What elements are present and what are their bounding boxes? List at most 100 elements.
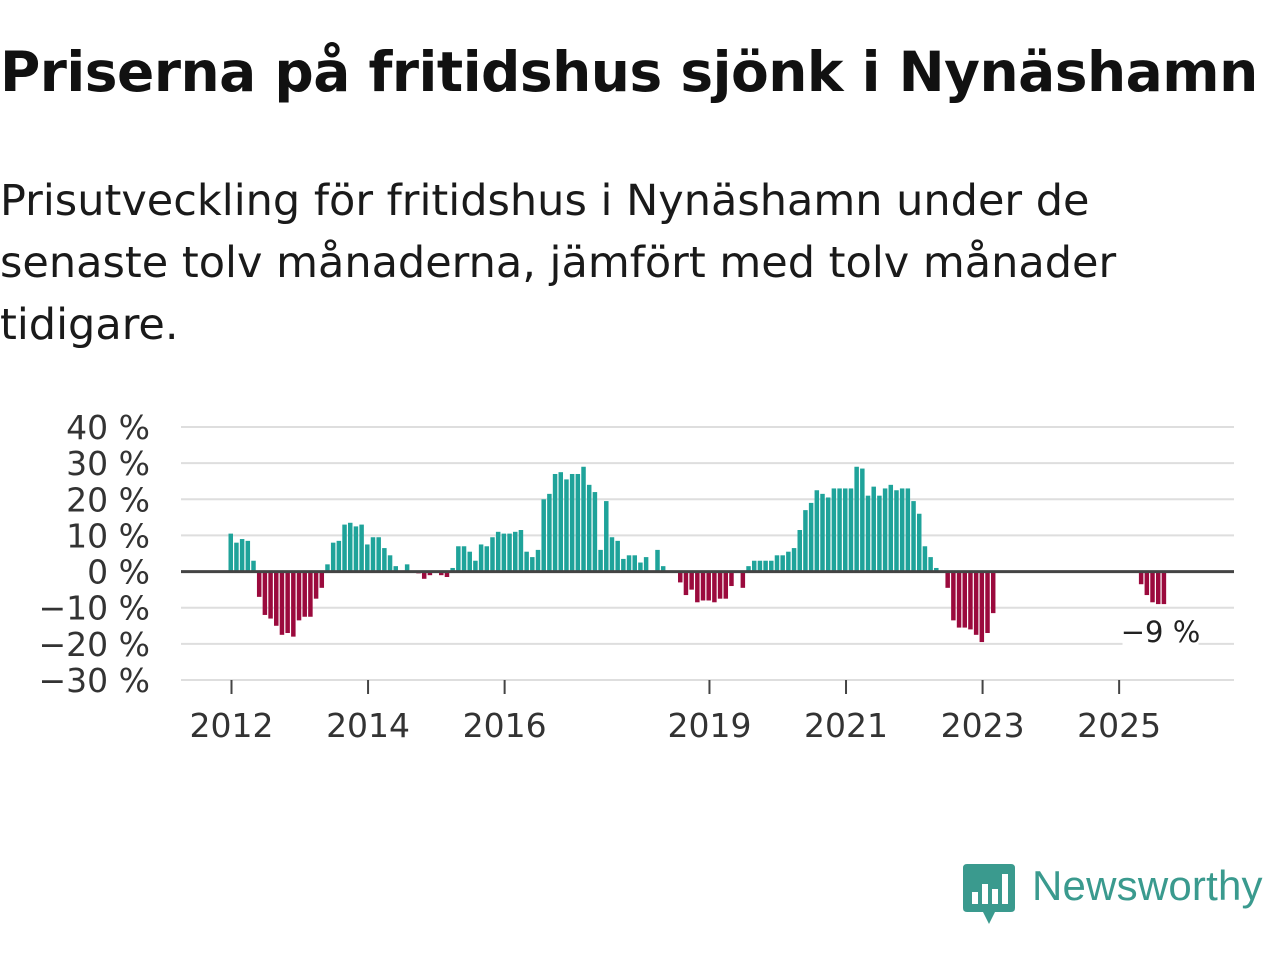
x-tick-label: 2023 — [941, 706, 1025, 745]
bar — [706, 571, 711, 601]
bar — [615, 540, 620, 572]
bar — [359, 524, 364, 572]
bar — [973, 571, 979, 635]
bar — [621, 558, 626, 572]
bar — [717, 571, 723, 599]
bar — [245, 540, 251, 572]
bar — [325, 564, 330, 572]
bar — [632, 555, 637, 572]
bar-chart-speech-bubble-icon — [963, 864, 1015, 924]
bar — [313, 571, 319, 599]
bar — [228, 533, 233, 572]
bar — [467, 551, 472, 572]
x-tick-label: 2012 — [190, 706, 274, 745]
bar — [581, 466, 586, 572]
bar — [518, 530, 524, 572]
bar — [256, 571, 262, 597]
y-tick-label: −30 % — [39, 661, 151, 700]
bar — [558, 472, 564, 572]
bar-chart: 40 %30 %20 %10 %0 %−10 %−20 %−30 % 2012 2… — [39, 408, 1234, 745]
last-value-annotation: −9 % — [1121, 615, 1201, 649]
bar — [353, 526, 359, 572]
bar — [683, 571, 689, 596]
bar — [712, 571, 717, 603]
bar — [330, 542, 336, 572]
y-tick-label: 10 % — [66, 516, 150, 555]
bar — [296, 571, 302, 621]
bar — [1161, 571, 1167, 605]
bar — [444, 571, 450, 577]
bar — [905, 488, 911, 572]
chart-title: Priserna på fritidshus sjönk i Nynäshamn — [0, 40, 1258, 104]
bar — [370, 537, 376, 572]
bar — [934, 567, 939, 572]
bar — [848, 488, 854, 572]
bar — [513, 531, 518, 572]
bar — [239, 539, 245, 572]
bar — [1144, 571, 1150, 596]
bar — [336, 540, 342, 572]
bar — [461, 546, 467, 572]
bar — [393, 566, 398, 572]
bar — [439, 571, 444, 576]
bar — [865, 495, 871, 572]
bar — [421, 571, 427, 579]
bar — [484, 546, 490, 572]
bar — [786, 551, 791, 572]
y-axis-labels: 40 %30 %20 %10 %0 %−10 %−20 %−30 % — [39, 408, 151, 700]
bar — [274, 571, 279, 626]
bar — [473, 560, 478, 572]
bar — [347, 522, 353, 572]
bar — [860, 468, 865, 572]
bar — [655, 549, 660, 572]
bar — [695, 571, 700, 603]
bar — [501, 533, 507, 572]
bar — [951, 571, 956, 621]
x-tick-label: 2021 — [804, 706, 888, 745]
bar — [831, 488, 837, 572]
bar — [552, 473, 558, 572]
bar — [234, 542, 239, 572]
bar — [803, 510, 808, 572]
bar — [854, 466, 859, 572]
bar — [495, 531, 501, 572]
bar — [945, 571, 950, 588]
newsworthy-logo — [963, 864, 1015, 930]
bar — [302, 571, 307, 617]
bar — [911, 501, 916, 572]
bar — [1155, 571, 1161, 605]
bar — [746, 566, 751, 572]
bar — [251, 560, 256, 572]
bar — [774, 555, 780, 572]
bar — [968, 571, 973, 630]
x-tick-label: 2016 — [463, 706, 547, 745]
bar — [922, 546, 928, 572]
bar — [689, 571, 694, 590]
x-tick-label: 2019 — [667, 706, 751, 745]
bar — [382, 548, 387, 572]
bar — [740, 571, 746, 588]
bar — [871, 486, 876, 572]
bar — [985, 571, 990, 634]
bar — [530, 557, 535, 572]
bar — [678, 571, 683, 583]
bar — [797, 530, 802, 572]
bar — [598, 549, 603, 572]
bar — [660, 566, 666, 572]
bar — [262, 571, 268, 615]
y-tick-label: 40 % — [66, 408, 150, 447]
bar — [564, 479, 569, 572]
bar — [757, 560, 763, 572]
bar — [450, 567, 455, 572]
bar — [535, 549, 541, 572]
bar — [643, 557, 649, 572]
bar — [427, 571, 433, 576]
bar — [928, 557, 933, 572]
bar — [729, 571, 734, 587]
bar — [956, 571, 962, 628]
bar — [547, 493, 552, 572]
bar — [604, 501, 609, 572]
bar — [888, 484, 894, 572]
bar — [882, 488, 888, 572]
y-tick-label: 30 % — [66, 444, 150, 483]
